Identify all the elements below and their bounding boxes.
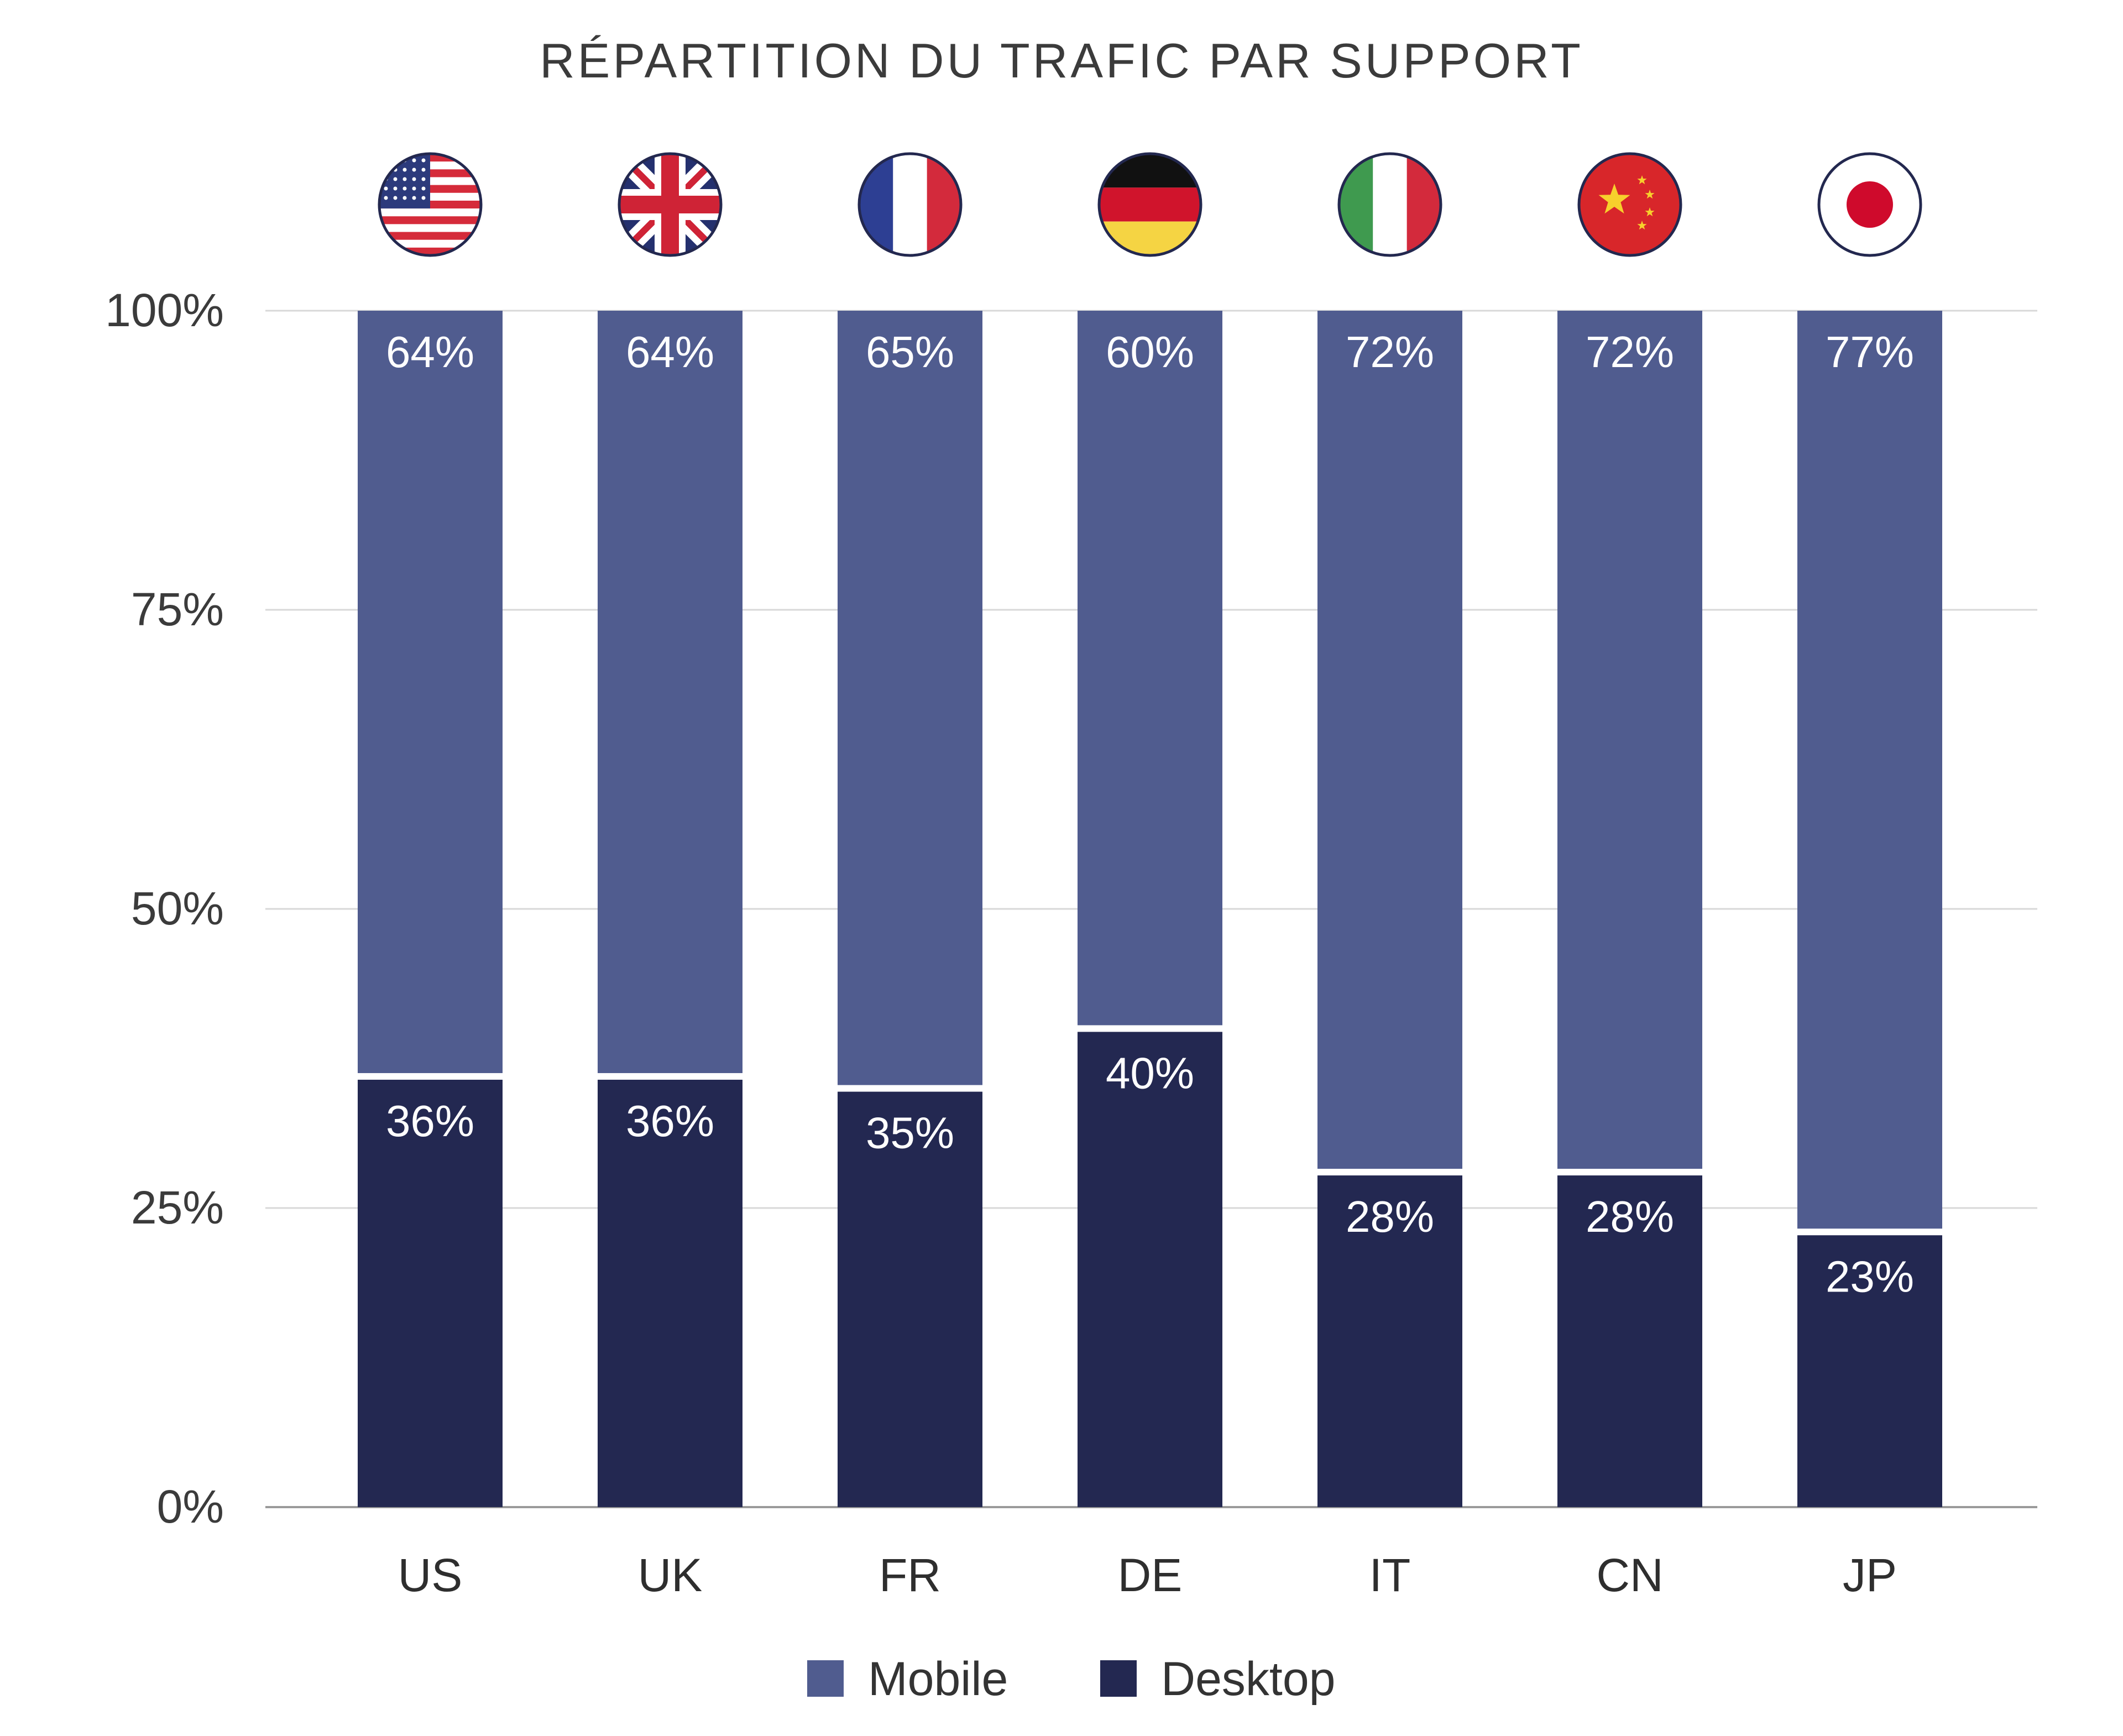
- bar-mobile-de: [1078, 311, 1222, 1026]
- bar-desktop-us: [358, 1079, 503, 1507]
- bar-label-mobile: 64%: [626, 327, 714, 377]
- bar-desktop-cn: [1557, 1175, 1702, 1507]
- bars: [358, 311, 1942, 1507]
- category-label: DE: [1118, 1549, 1183, 1601]
- legend-label-desktop: Desktop: [1161, 1653, 1336, 1706]
- flag-border: [1577, 152, 1682, 257]
- bar-label-desktop: 36%: [626, 1096, 714, 1146]
- category-label: FR: [879, 1549, 941, 1601]
- category-label: JP: [1843, 1549, 1897, 1601]
- y-tick-label: 0%: [157, 1481, 224, 1533]
- x-axis-categories: US UK FR DE IT CN JP: [398, 1549, 1897, 1601]
- bar-label-desktop: 28%: [1346, 1192, 1434, 1241]
- flag-border: [1337, 152, 1442, 257]
- bar-desktop-de: [1078, 1032, 1222, 1507]
- bar-mobile-it: [1317, 311, 1462, 1169]
- bar-mobile-fr: [838, 311, 982, 1085]
- bar-label-desktop: 28%: [1586, 1192, 1674, 1241]
- bar-label-mobile: 72%: [1586, 327, 1674, 377]
- bar-label-desktop: 40%: [1106, 1048, 1194, 1097]
- legend-label-mobile: Mobile: [868, 1653, 1008, 1706]
- category-label: IT: [1369, 1549, 1411, 1601]
- y-tick-label: 100%: [105, 284, 224, 336]
- bar-label-desktop: 35%: [866, 1108, 954, 1158]
- uk-flag-icon: [619, 154, 721, 255]
- bar-desktop-fr: [838, 1091, 982, 1507]
- flag-border: [378, 152, 483, 257]
- bar-label-mobile: 60%: [1106, 327, 1194, 377]
- legend-swatch-desktop: [1100, 1660, 1137, 1697]
- chart-title: RÉPARTITION DU TRAFIC PAR SUPPORT: [540, 33, 1583, 88]
- japan-flag-icon: [1819, 154, 1921, 255]
- bar-mobile-uk: [598, 311, 742, 1073]
- bar-mobile-us: [358, 311, 503, 1073]
- flag-border: [857, 152, 963, 257]
- bar-label-desktop: 23%: [1826, 1252, 1914, 1301]
- country-flags: [378, 152, 1922, 257]
- flag-border: [1097, 152, 1202, 257]
- y-axis-ticks: 0% 25% 50% 75% 100%: [105, 284, 224, 1533]
- bar-desktop-jp: [1797, 1235, 1942, 1507]
- bar-mobile-jp: [1797, 311, 1942, 1229]
- china-flag-icon: [1579, 154, 1681, 255]
- bar-desktop-it: [1317, 1175, 1462, 1507]
- bar-mobile-cn: [1557, 311, 1702, 1169]
- legend: Mobile Desktop: [807, 1653, 1336, 1706]
- y-tick-label: 50%: [131, 882, 224, 934]
- category-label: UK: [638, 1549, 703, 1601]
- bar-desktop-uk: [598, 1079, 742, 1507]
- bar-label-mobile: 72%: [1346, 327, 1434, 377]
- bar-label-mobile: 65%: [866, 327, 954, 377]
- category-label: CN: [1596, 1549, 1663, 1601]
- bar-label-mobile: 64%: [386, 327, 474, 377]
- bar-label-mobile: 77%: [1826, 327, 1914, 377]
- y-tick-label: 75%: [131, 583, 224, 635]
- legend-swatch-mobile: [807, 1660, 844, 1697]
- flag-border: [1817, 152, 1922, 257]
- y-tick-label: 25%: [131, 1181, 224, 1233]
- category-label: US: [398, 1549, 463, 1601]
- bar-label-desktop: 36%: [386, 1096, 474, 1146]
- flag-border: [618, 152, 723, 257]
- bar-labels: 64% 36% 64% 36% 65% 35% 60% 40% 72% 28% 72% 28% 77% 2…: [386, 327, 1914, 1301]
